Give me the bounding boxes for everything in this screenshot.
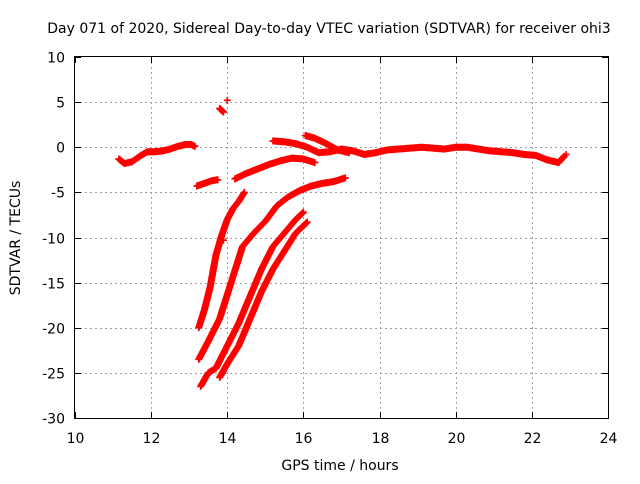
y-tick-label: -30: [42, 412, 65, 428]
y-tick-label: 0: [56, 141, 65, 157]
x-tick-label: 12: [143, 431, 161, 447]
chart-background: [0, 0, 640, 480]
x-tick-label: 18: [372, 431, 390, 447]
y-tick-label: -15: [42, 277, 65, 293]
y-tick-label: -25: [42, 367, 65, 383]
sdtvar-chart: 10 12 14 16 18 20 22 24 -30 -25 -20 -15 -10 -5 0 5 10 Da…: [0, 0, 640, 480]
y-tick-label: 5: [56, 96, 65, 112]
x-axis-label: GPS time / hours: [281, 458, 398, 474]
x-tick-label: 20: [448, 431, 466, 447]
y-tick-label: -20: [42, 322, 65, 338]
x-tick-label: 14: [219, 431, 237, 447]
x-tick-label: 22: [524, 431, 542, 447]
y-tick-label: -10: [42, 232, 65, 248]
x-tick-label: 16: [295, 431, 313, 447]
chart-title: Day 071 of 2020, Sidereal Day-to-day VTE…: [47, 21, 610, 37]
y-tick-label: 10: [47, 51, 65, 67]
x-tick-label: 24: [600, 431, 618, 447]
y-axis-label: SDTVAR / TECUs: [8, 181, 24, 296]
y-tick-label: -5: [51, 186, 65, 202]
x-tick-label: 10: [67, 431, 85, 447]
